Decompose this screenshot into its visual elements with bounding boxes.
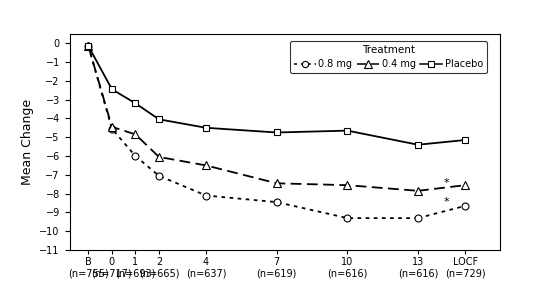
Y-axis label: Mean Change: Mean Change — [21, 99, 34, 185]
Text: *: * — [444, 197, 449, 207]
Legend: 0.8 mg, 0.4 mg, Placebo: 0.8 mg, 0.4 mg, Placebo — [290, 41, 487, 73]
Text: *: * — [444, 178, 449, 188]
